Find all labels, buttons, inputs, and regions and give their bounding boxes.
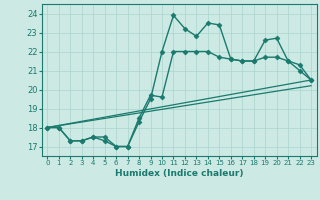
X-axis label: Humidex (Indice chaleur): Humidex (Indice chaleur) [115,169,244,178]
